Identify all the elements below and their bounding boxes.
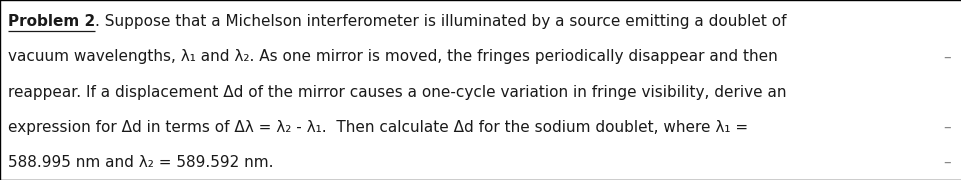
Text: 588.995 nm and λ₂ = 589.592 nm.: 588.995 nm and λ₂ = 589.592 nm. [8,155,273,170]
Text: Problem 2: Problem 2 [8,14,95,29]
Text: expression for Δd in terms of Δλ = λ₂ - λ₁.  Then calculate Δd for the sodium do: expression for Δd in terms of Δλ = λ₂ - … [8,120,747,135]
Text: vacuum wavelengths, λ₁ and λ₂. As one mirror is moved, the fringes periodically : vacuum wavelengths, λ₁ and λ₂. As one mi… [8,50,776,64]
Text: reappear. If a displacement Δd of the mirror causes a one-cycle variation in fri: reappear. If a displacement Δd of the mi… [8,85,785,100]
Text: . Suppose that a Michelson interferometer is illuminated by a source emitting a : . Suppose that a Michelson interferomete… [95,14,786,29]
Text: –: – [942,120,949,135]
Text: –: – [942,155,949,170]
Text: –: – [942,50,949,64]
